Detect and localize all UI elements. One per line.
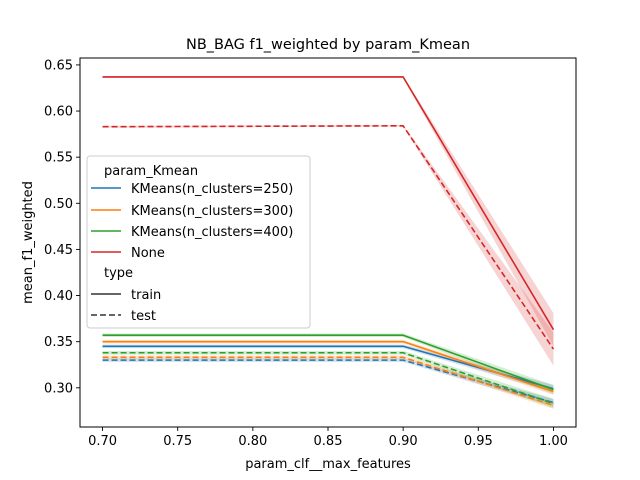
ci-band-1 <box>102 358 554 407</box>
ci-band-3 <box>102 355 554 410</box>
y-tick-label-0: 0.30 <box>44 381 73 396</box>
x-tick-label-1: 0.75 <box>163 434 192 449</box>
y-tick-label-6: 0.60 <box>44 105 73 120</box>
series-line-3 <box>102 356 554 407</box>
series-line-7 <box>102 125 555 350</box>
x-tick-label-6: 1.00 <box>539 434 568 449</box>
y-tick-label-5: 0.55 <box>44 151 73 166</box>
x-axis-label: param_clf__max_features <box>245 457 411 472</box>
x-axis-ticks: 0.70 0.75 0.80 0.85 0.90 0.95 1.00 <box>88 427 568 449</box>
x-tick-label-2: 0.80 <box>238 434 267 449</box>
y-tick-label-2: 0.40 <box>44 289 73 304</box>
x-tick-label-5: 0.95 <box>464 434 493 449</box>
x-tick-label-3: 0.85 <box>314 434 343 449</box>
ci-band-5 <box>102 350 554 409</box>
legend-label-train: train <box>131 288 161 303</box>
x-tick-label-4: 0.90 <box>389 434 418 449</box>
y-axis-label: mean_f1_weighted <box>21 181 36 304</box>
legend-label-test: test <box>131 309 156 324</box>
series-lines <box>102 76 555 407</box>
series-line-4 <box>102 334 554 391</box>
series-line-5 <box>102 351 554 405</box>
legend-label-400: KMeans(n_clusters=400) <box>131 225 293 240</box>
legend-box <box>86 155 311 329</box>
y-tick-label-1: 0.35 <box>44 335 73 350</box>
ci-band-6 <box>102 75 554 347</box>
legend: param_Kmean KMeans(n_clusters=250) KMean… <box>86 155 311 329</box>
y-tick-label-3: 0.45 <box>44 243 73 258</box>
legend-label-300: KMeans(n_clusters=300) <box>131 204 293 219</box>
series-line-1 <box>102 359 554 404</box>
legend-style-title: type <box>104 266 133 281</box>
x-tick-label-0: 0.70 <box>88 434 117 449</box>
series-line-2 <box>102 340 554 393</box>
legend-label-none: None <box>131 246 165 261</box>
legend-label-250: KMeans(n_clusters=250) <box>131 182 293 197</box>
chart-title: NB_BAG f1_weighted by param_Kmean <box>186 37 470 53</box>
ci-band-7 <box>102 124 554 366</box>
y-tick-label-7: 0.65 <box>44 58 73 73</box>
series-line-6 <box>102 76 555 331</box>
y-tick-label-4: 0.50 <box>44 197 73 212</box>
y-axis-ticks: 0.30 0.35 0.40 0.45 0.50 0.55 0.60 0.65 <box>44 58 80 396</box>
legend-hue-title: param_Kmean <box>104 164 198 179</box>
